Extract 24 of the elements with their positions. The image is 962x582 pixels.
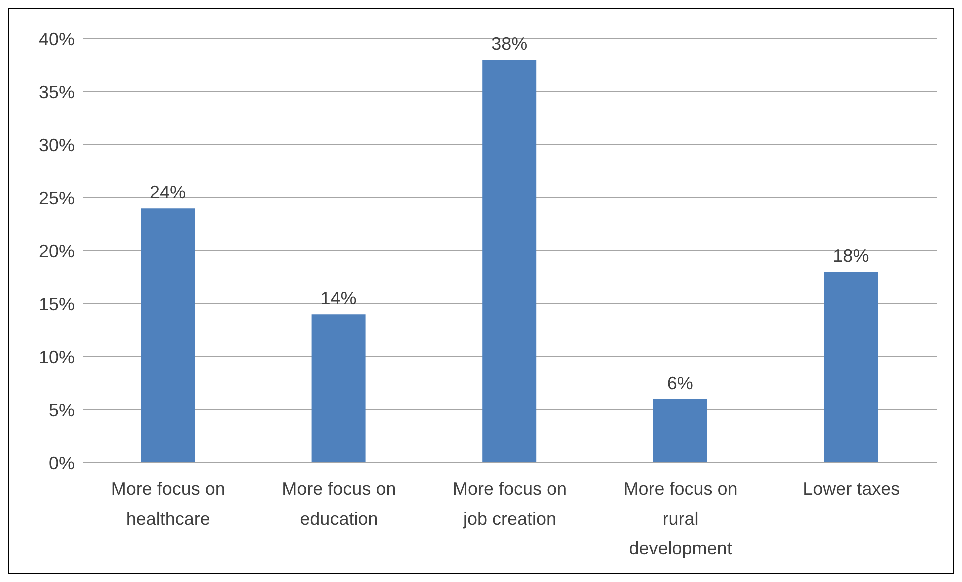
bar — [482, 60, 537, 463]
y-tick-label: 20% — [38, 241, 75, 262]
x-tick-label: More focus on healthcare — [111, 479, 226, 529]
x-tick-label: More focus on rural development — [624, 479, 738, 559]
data-label: 6% — [667, 373, 694, 394]
y-tick-label: 35% — [38, 82, 75, 102]
x-tick-label: More focus on education — [282, 479, 396, 529]
y-tick-label: 5% — [48, 400, 75, 420]
y-tick-label: 40% — [38, 29, 75, 50]
x-tick-label: Lower taxes — [803, 479, 900, 500]
data-label: 14% — [320, 288, 357, 309]
y-tick-label: 30% — [38, 135, 75, 156]
y-tick-label: 15% — [38, 294, 75, 314]
y-tick-label: 0% — [48, 453, 75, 474]
bar — [141, 208, 195, 463]
x-tick-label: More focus on job creation — [452, 479, 568, 529]
y-tick-label: 10% — [38, 347, 75, 368]
data-label: 38% — [492, 34, 528, 54]
data-label: 18% — [833, 246, 870, 266]
bar — [653, 399, 708, 463]
data-label: 24% — [150, 182, 186, 203]
bar — [824, 272, 878, 463]
y-tick-label: 25% — [38, 188, 75, 208]
bar — [312, 314, 366, 463]
